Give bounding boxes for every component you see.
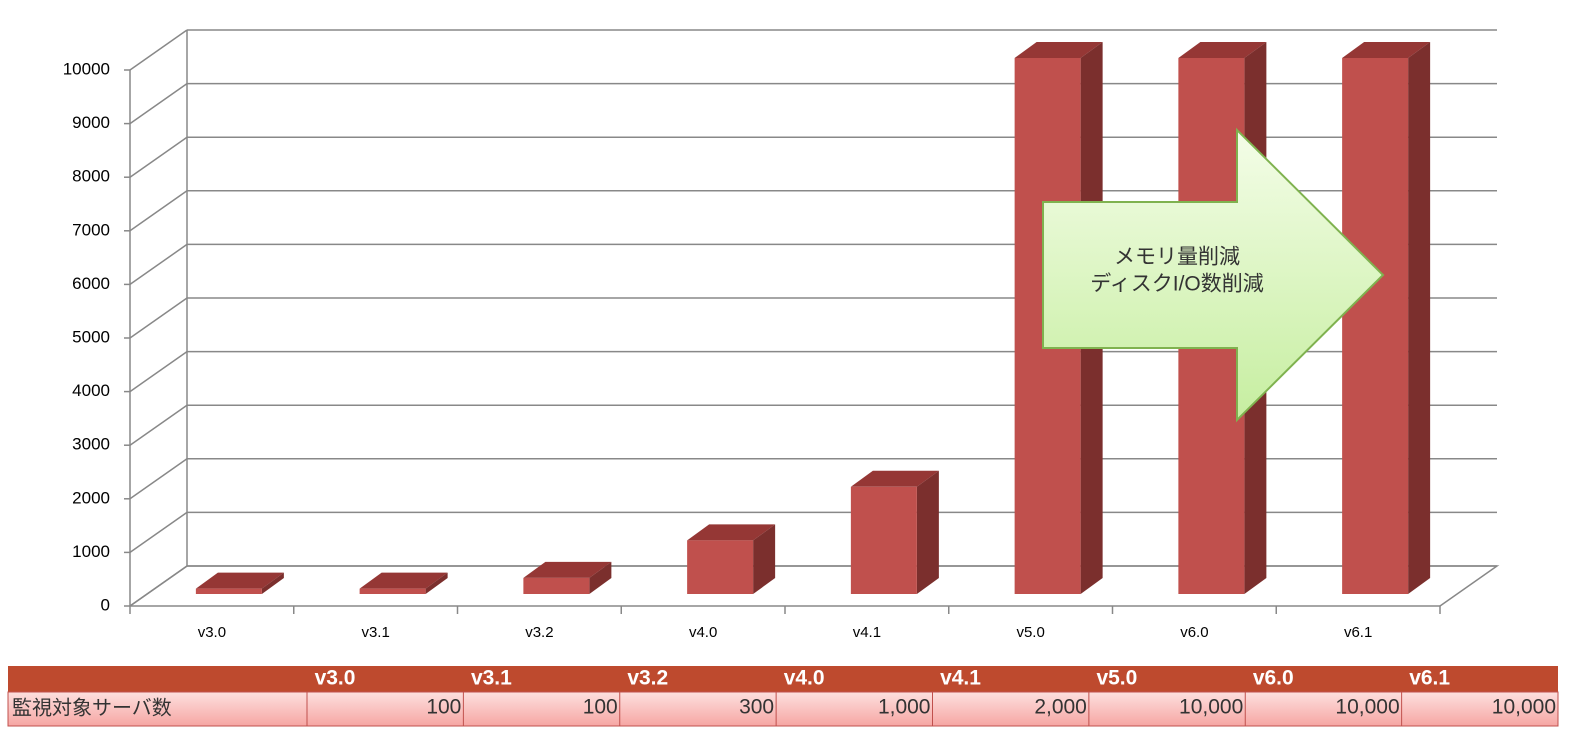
- x-tick-label: v4.0: [689, 624, 717, 641]
- y-tick-label: 5000: [72, 327, 110, 346]
- table-header: [8, 666, 1558, 692]
- y-tick-label: 1000: [72, 542, 110, 561]
- bar-side: [1408, 42, 1431, 594]
- bar-front: [1342, 58, 1409, 594]
- table-cell: 100: [583, 696, 618, 719]
- table-cell: 300: [739, 696, 774, 719]
- grid-line: [129, 29, 188, 71]
- bar-front: [687, 540, 754, 594]
- bar: [687, 524, 776, 594]
- grid-line: [129, 190, 188, 232]
- y-tick-label: 2000: [72, 488, 110, 507]
- x-tick-label: v3.1: [361, 624, 389, 641]
- bar-top: [850, 470, 939, 487]
- x-tick-label: v3.2: [525, 624, 553, 641]
- grid-line: [129, 297, 188, 339]
- table-header: v3.0: [315, 667, 356, 690]
- y-tick-label: 7000: [72, 220, 110, 239]
- table-row: [7, 691, 1559, 727]
- bar-front: [195, 588, 262, 594]
- grid-line: [129, 565, 188, 607]
- bar-side: [589, 561, 612, 594]
- annotation-group: メモリ量削減 ディスクI/O数削減: [1042, 127, 1385, 423]
- table-cell: 10,000: [1335, 696, 1399, 719]
- bar: [850, 470, 939, 594]
- bar-top: [523, 561, 612, 578]
- grid-line: [129, 136, 188, 178]
- grid-line: [129, 458, 188, 500]
- x-tick-label: v6.0: [1180, 624, 1208, 641]
- annotation: メモリ量削減: [1114, 246, 1240, 269]
- x-tick-label: v3.0: [198, 624, 226, 641]
- table-header: v6.1: [1409, 667, 1450, 690]
- annotation: ディスクI/O数削減: [1090, 273, 1264, 296]
- table-cell: 10,000: [1492, 696, 1556, 719]
- bar-top: [1014, 42, 1103, 58]
- bar: [359, 572, 448, 594]
- bar: [523, 561, 612, 594]
- bar-front: [850, 486, 917, 594]
- bar-top: [195, 572, 284, 589]
- bar-side: [916, 470, 939, 594]
- grid-line: [129, 82, 188, 125]
- arrow: [1042, 127, 1385, 423]
- bar-front: [359, 588, 426, 594]
- row-label: 監視対象サーバ数: [12, 696, 172, 719]
- table-header: v5.0: [1096, 667, 1137, 690]
- y-tick-label: 3000: [72, 435, 110, 454]
- data-table: 監視対象サーバ数 v3.0 100 v3.1 100 v3.2 300 v4.0 1,000 v…: [7, 666, 1559, 727]
- table-header: v6.0: [1253, 667, 1294, 690]
- table-cell: 100: [426, 696, 461, 719]
- x-tick-label: v6.1: [1344, 624, 1372, 641]
- bar-side: [753, 524, 776, 594]
- y-tick-label: 10000: [63, 59, 110, 78]
- table-header: v4.1: [940, 667, 981, 690]
- grid-line: [129, 243, 188, 286]
- bar-side: [425, 572, 448, 594]
- y-tick-label: 0: [101, 595, 110, 614]
- grid-line: [129, 404, 188, 446]
- table-header: v3.2: [627, 667, 668, 690]
- floor: [129, 565, 1500, 607]
- table-cell: 1,000: [878, 696, 931, 719]
- table-header: v4.0: [784, 667, 825, 690]
- bar: [195, 572, 284, 594]
- y-tick-label: 8000: [72, 167, 110, 186]
- table-cell: 10,000: [1179, 696, 1243, 719]
- bar: [1342, 42, 1431, 594]
- bar-top: [1178, 42, 1267, 58]
- bar-top: [687, 524, 776, 541]
- x-tick-label: v5.0: [1016, 624, 1044, 641]
- y-tick-label: 4000: [72, 381, 110, 400]
- y-tick-label: 9000: [72, 113, 110, 132]
- bar-side: [261, 572, 284, 594]
- y-tick-label: 6000: [72, 274, 110, 293]
- x-tick-label: v4.1: [853, 624, 881, 641]
- table-cell: 2,000: [1034, 696, 1087, 719]
- bar-top: [359, 572, 448, 589]
- table-header: v3.1: [471, 667, 512, 690]
- grid-line: [129, 350, 188, 393]
- grid-line: [129, 511, 188, 554]
- bar-front: [523, 577, 590, 594]
- bar-top: [1342, 42, 1431, 58]
